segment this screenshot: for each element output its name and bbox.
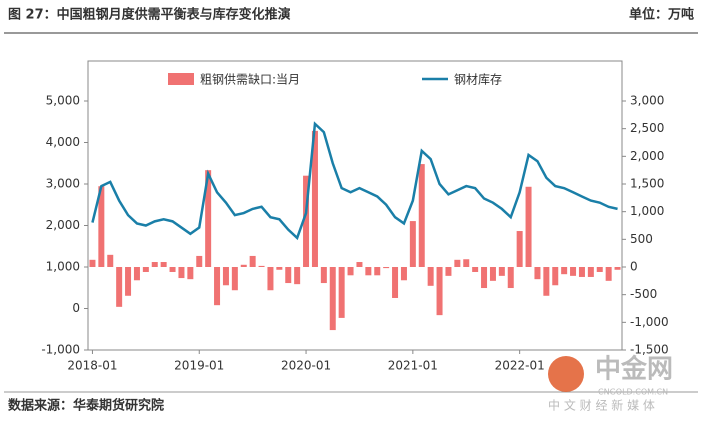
y-tick-label: 0 — [72, 301, 80, 315]
bar — [98, 186, 105, 267]
y2-tick-label: -1,000 — [630, 315, 669, 329]
bar — [516, 231, 523, 267]
title: 图 27：中国粗钢月度供需平衡表与库存变化推演 — [8, 7, 291, 23]
bar — [205, 170, 212, 267]
bar — [436, 267, 443, 316]
watermark-slogan: 中 文 财 经 新 媒 体 — [548, 398, 655, 413]
bar — [365, 267, 372, 276]
x-tick-label: 2022-01 — [495, 359, 545, 373]
bar — [605, 267, 612, 281]
bar — [614, 267, 621, 270]
bar — [214, 267, 221, 306]
bar — [507, 267, 514, 289]
bar — [445, 267, 452, 276]
bar — [498, 267, 505, 276]
bar — [169, 267, 176, 272]
y-tick-label: 3,000 — [46, 177, 80, 191]
watermark-logo — [548, 356, 584, 392]
bar — [276, 267, 283, 270]
y-tick-label: -1,000 — [41, 343, 80, 357]
legend-label: 钢材库存 — [454, 72, 502, 87]
source: 数据来源：华泰期货研究院 — [8, 398, 164, 414]
bar — [418, 164, 425, 267]
y2-tick-label: 0 — [630, 260, 638, 274]
y2-tick-label: 500 — [630, 232, 653, 246]
legend-swatch — [168, 73, 194, 85]
bar — [374, 267, 381, 276]
bar — [133, 267, 140, 281]
bar — [285, 267, 292, 284]
y-tick-label: 4,000 — [46, 135, 80, 149]
bar — [525, 186, 532, 267]
bar — [570, 267, 577, 276]
y2-tick-label: 1,000 — [630, 204, 664, 218]
bar — [311, 130, 318, 267]
bar — [587, 267, 594, 277]
bar — [231, 267, 238, 291]
unit: 单位：万吨 — [629, 7, 694, 23]
bar — [561, 267, 568, 275]
bar — [222, 267, 229, 286]
bar — [338, 267, 345, 318]
plot-frame — [87, 60, 623, 351]
bar — [543, 267, 550, 296]
y-tick-label: 1,000 — [46, 260, 80, 274]
bar — [249, 255, 256, 267]
bar — [392, 267, 399, 298]
bar — [427, 267, 434, 286]
bar — [107, 254, 114, 267]
bar — [481, 267, 488, 289]
bar — [454, 259, 461, 267]
y-tick-label: 5,000 — [46, 94, 80, 108]
bar — [472, 267, 479, 272]
bar — [489, 267, 496, 281]
bar — [178, 267, 185, 279]
x-tick-label: 2018-01 — [67, 359, 117, 373]
watermark-brand: 中金网 — [595, 354, 673, 385]
bar — [151, 262, 158, 267]
bar — [578, 267, 585, 277]
bar — [347, 267, 354, 276]
y-tick-label: 2,000 — [46, 218, 80, 232]
bar — [534, 267, 541, 280]
watermark-site: CNGOLD.COM.CN — [598, 388, 668, 397]
bar — [320, 267, 327, 284]
y2-tick-label: -500 — [630, 287, 657, 301]
bar — [294, 267, 301, 285]
x-tick-label: 2021-01 — [388, 359, 438, 373]
bar — [329, 267, 336, 331]
y2-tick-label: -1,500 — [630, 343, 669, 357]
y2-tick-label: 2,500 — [630, 121, 664, 135]
bar — [552, 267, 559, 286]
x-tick-label: 2019-01 — [174, 359, 224, 373]
y2-tick-label: 2,000 — [630, 149, 664, 163]
bar — [196, 255, 203, 267]
line — [91, 121, 618, 241]
x-tick-label: 2020-01 — [281, 359, 331, 373]
bar — [383, 267, 390, 269]
y2-tick-label: 3,000 — [630, 94, 664, 108]
bar — [125, 267, 132, 296]
bar — [400, 267, 407, 281]
bar — [463, 259, 470, 267]
bar — [596, 267, 603, 272]
bar — [89, 259, 96, 267]
bar — [142, 267, 149, 272]
bar — [356, 262, 363, 267]
bar — [240, 264, 247, 267]
bar — [267, 267, 274, 291]
bar — [409, 221, 416, 267]
legend-label: 粗钢供需缺口:当月 — [200, 72, 300, 87]
bar — [303, 175, 310, 267]
bar — [258, 265, 265, 267]
y2-tick-label: 1,500 — [630, 177, 664, 191]
bar — [116, 267, 123, 307]
bar — [187, 267, 194, 280]
bar — [160, 262, 167, 267]
